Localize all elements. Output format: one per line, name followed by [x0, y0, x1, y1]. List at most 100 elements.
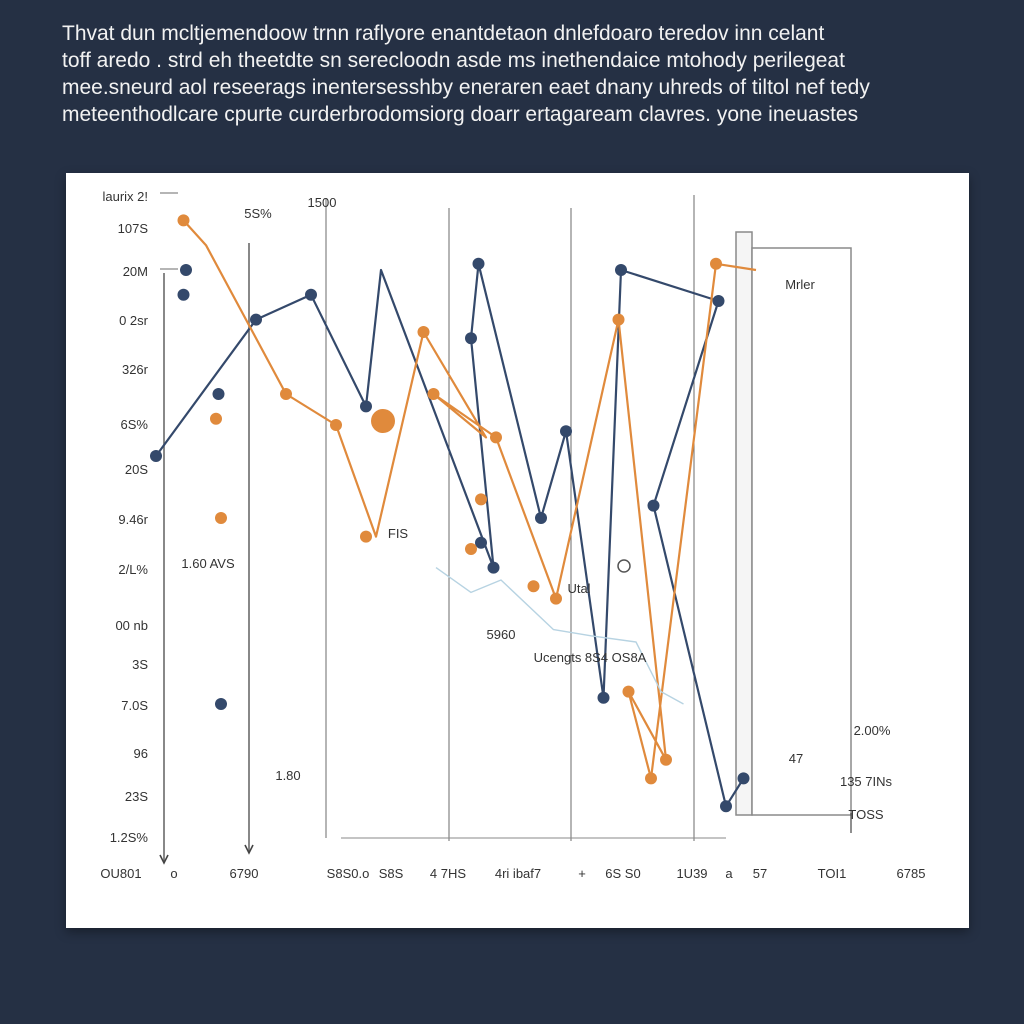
x-tick-label: 6S S0 — [605, 866, 640, 881]
y-tick-label: 326r — [122, 362, 149, 377]
y-tick-label: 107S — [118, 221, 149, 236]
chart-labels: laurix 2! 107S 20M 0 2sr 326r 6S% 20S 9.46r 2/L%… — [100, 189, 925, 881]
y-tick-label: laurix 2! — [102, 189, 148, 204]
data-point-orange — [550, 592, 562, 605]
axis-arrow — [159, 854, 169, 865]
data-point-navy — [250, 313, 262, 326]
data-point-orange — [622, 685, 635, 698]
data-point-orange — [330, 419, 342, 431]
x-tick-label: 57 — [753, 866, 767, 881]
x-tick-label: OU801 — [100, 866, 141, 881]
data-point-orange — [527, 580, 540, 593]
data-point-orange — [210, 412, 222, 425]
legend-box — [751, 247, 852, 816]
data-point-navy — [215, 698, 227, 710]
y-tick-label: 0 2sr — [119, 313, 149, 328]
data-point-navy — [737, 772, 750, 785]
data-point-navy — [305, 288, 317, 301]
data-point-orange — [465, 543, 477, 555]
y-tick-label: 1.2S% — [110, 830, 149, 845]
x-tick-label: 1U39 — [676, 866, 707, 881]
series-line-navy — [155, 262, 745, 808]
annotation-label: 5960 — [487, 627, 516, 642]
data-point-navy — [487, 561, 500, 574]
data-point-navy — [560, 425, 572, 438]
data-point-navy — [177, 288, 190, 301]
y-tick-label: 2/L% — [118, 562, 148, 577]
data-point-navy — [475, 536, 487, 549]
x-tick-label: 6785 — [897, 866, 926, 881]
data-point-orange — [360, 530, 372, 543]
y-tick-label: 96 — [134, 746, 148, 761]
y-tick-label: 20M — [123, 264, 148, 279]
annotation-label: Ucengts 8S4 OS8A — [534, 650, 647, 665]
data-point-orange — [417, 326, 430, 338]
data-point-orange — [475, 493, 487, 506]
series-line-light_blue — [435, 567, 684, 705]
caption-line: toff aredo . strd eh theetdte sn sereclo… — [62, 49, 845, 72]
data-point-orange — [710, 257, 722, 270]
x-tick-label: 4 7HS — [430, 866, 466, 881]
data-point-navy — [647, 499, 660, 512]
x-tick-label: 4ri ibaf7 — [495, 866, 541, 881]
data-point-navy — [360, 400, 372, 413]
annotation-label: Mrler — [785, 277, 815, 292]
data-point-open — [617, 559, 631, 573]
data-point-navy — [712, 295, 725, 307]
data-point-navy — [472, 257, 485, 270]
chart-panel: laurix 2! 107S 20M 0 2sr 326r 6S% 20S 9.46r 2/L%… — [66, 173, 969, 928]
x-tick-label: a — [725, 866, 733, 881]
series-line-orange — [182, 219, 757, 780]
y-tick-label: 6S% — [121, 417, 149, 432]
data-point-navy — [212, 388, 225, 400]
data-point-orange — [645, 772, 657, 785]
data-point-navy — [465, 332, 477, 345]
data-point-orange — [660, 753, 672, 766]
series-lines — [155, 219, 757, 808]
data-point-orange — [490, 431, 502, 444]
y-tick-label: 7.0S — [121, 698, 148, 713]
y-tick-label: 20S — [125, 462, 148, 477]
x-tick-label: S8S0.o — [327, 866, 370, 881]
data-point-navy — [615, 264, 627, 276]
data-point-navy — [720, 800, 732, 813]
annotation-label: 135 7INs — [840, 774, 893, 789]
data-point-navy — [150, 450, 162, 462]
data-point-orange — [427, 388, 440, 400]
data-point-navy — [597, 691, 610, 704]
data-point-orange — [612, 313, 625, 326]
gridlines — [159, 192, 852, 865]
caption-line: mee.sneurd aol reseerags inentersesshby … — [62, 76, 870, 99]
annotation-label: TOSS — [848, 807, 883, 822]
annotation-label: 1.80 — [275, 768, 300, 783]
annotation-label: 1500 — [308, 195, 337, 210]
legend-box-left — [735, 231, 753, 816]
caption-line: meteenthodlcare cpurte curderbrodomsiorg… — [62, 103, 859, 126]
data-point-navy — [535, 512, 547, 524]
series-markers — [150, 214, 750, 813]
annotation-label: 1.60 AVS — [181, 556, 235, 571]
axis-arrow — [244, 844, 254, 855]
data-point-large — [371, 409, 395, 433]
data-point-orange — [215, 512, 227, 524]
annotation-label: 47 — [789, 751, 803, 766]
annotation-label: 2.00% — [854, 723, 891, 738]
x-tick-label: S8S — [379, 866, 404, 881]
x-tick-label: 6790 — [230, 866, 259, 881]
chart-caption: Thvat dun mcltjemendoow trnn raflyore en… — [62, 20, 942, 128]
y-tick-label: 23S — [125, 789, 148, 804]
x-tick-label: o — [170, 866, 177, 881]
annotation-label: FIS — [388, 526, 409, 541]
line-chart: laurix 2! 107S 20M 0 2sr 326r 6S% 20S 9.46r 2/L%… — [100, 189, 925, 881]
y-tick-label: 00 nb — [115, 618, 148, 633]
y-tick-label: 3S — [132, 657, 148, 672]
annotation-label: Utal — [567, 581, 590, 596]
x-tick-label: TOI1 — [818, 866, 847, 881]
caption-line: Thvat dun mcltjemendoow trnn raflyore en… — [62, 22, 825, 45]
annotation-label: 5S% — [244, 206, 272, 221]
data-point-orange — [177, 214, 190, 227]
x-tick-label: + — [578, 866, 586, 881]
y-tick-label: 9.46r — [118, 512, 148, 527]
data-point-orange — [280, 388, 292, 400]
data-point-navy — [180, 264, 192, 276]
